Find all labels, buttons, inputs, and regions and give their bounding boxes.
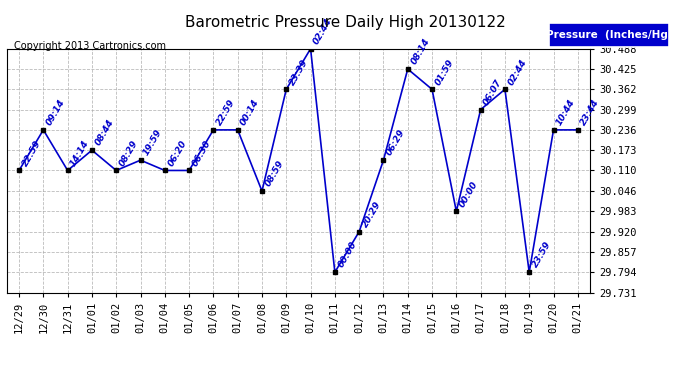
Text: 00:00: 00:00 xyxy=(336,240,358,269)
Text: Barometric Pressure Daily High 20130122: Barometric Pressure Daily High 20130122 xyxy=(185,15,505,30)
Text: 08:44: 08:44 xyxy=(93,118,115,147)
Text: 22:59: 22:59 xyxy=(21,138,43,168)
Text: 02:44: 02:44 xyxy=(312,16,334,46)
Text: 00:14: 00:14 xyxy=(239,98,262,127)
Text: 06:20: 06:20 xyxy=(166,138,188,168)
Text: 06:07: 06:07 xyxy=(482,78,504,107)
Text: 19:59: 19:59 xyxy=(142,128,164,158)
Text: 08:14: 08:14 xyxy=(409,37,431,66)
Text: 10:44: 10:44 xyxy=(555,98,577,127)
Text: 23:39: 23:39 xyxy=(288,57,310,87)
Text: 02:44: 02:44 xyxy=(506,57,529,87)
Text: 01:59: 01:59 xyxy=(433,57,455,87)
Text: Copyright 2013 Cartronics.com: Copyright 2013 Cartronics.com xyxy=(14,41,166,51)
Text: 06:30: 06:30 xyxy=(190,138,213,168)
Text: 09:14: 09:14 xyxy=(45,98,67,127)
Text: 20:29: 20:29 xyxy=(361,200,383,229)
Text: 14:14: 14:14 xyxy=(69,138,91,168)
Text: 23:59: 23:59 xyxy=(531,240,553,269)
Text: 00:00: 00:00 xyxy=(457,179,480,209)
Text: 23:44: 23:44 xyxy=(579,98,601,127)
Text: 06:29: 06:29 xyxy=(385,128,407,158)
Text: Pressure  (Inches/Hg): Pressure (Inches/Hg) xyxy=(546,30,672,40)
Text: 22:59: 22:59 xyxy=(215,98,237,127)
Text: 08:29: 08:29 xyxy=(117,138,139,168)
Text: 08:59: 08:59 xyxy=(264,159,286,188)
